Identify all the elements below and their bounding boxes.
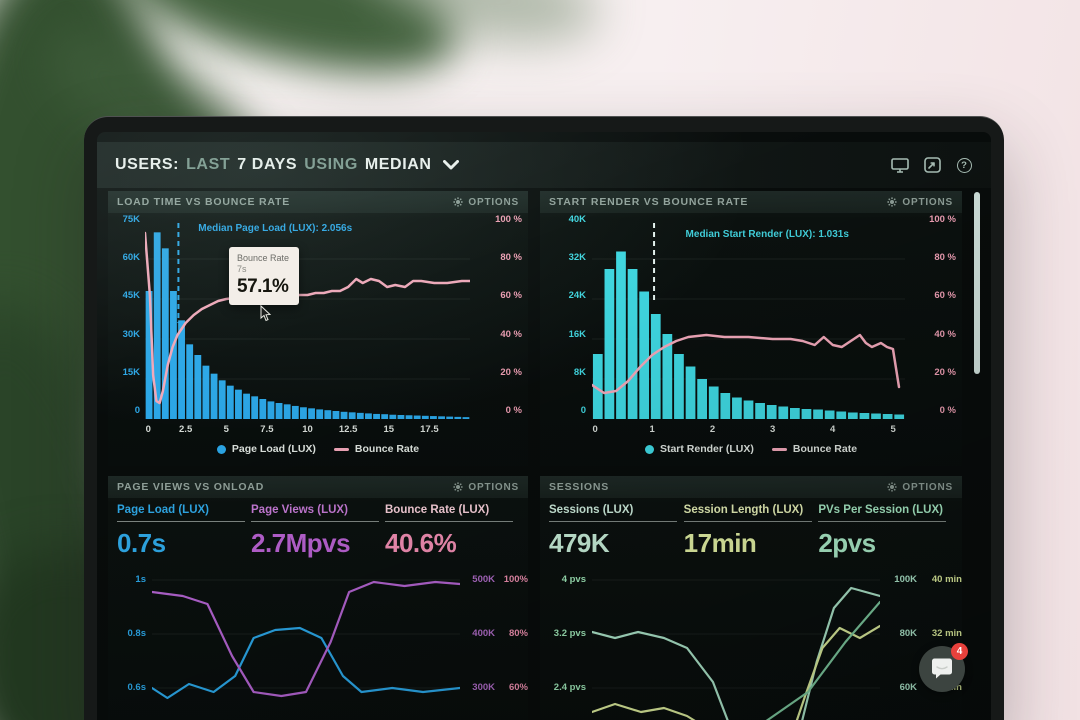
share-icon[interactable] xyxy=(923,157,941,173)
stats-row: Page Load (LUX) 0.7s Page Views (LUX) 2.… xyxy=(117,504,519,559)
options-button[interactable]: OPTIONS xyxy=(887,482,953,493)
panel-header: PAGE VIEWS VS ONLOAD OPTIONS xyxy=(108,476,528,498)
scrollbar-thumb[interactable] xyxy=(974,192,980,374)
chart-legend: Start Render (LUX) Bounce Rate xyxy=(540,443,962,455)
panel-header: LOAD TIME VS BOUNCE RATE OPTIONS xyxy=(108,191,528,213)
options-button[interactable]: OPTIONS xyxy=(453,197,519,208)
users-range-dropdown[interactable]: USERS: LAST 7 DAYS USING MEDIAN xyxy=(115,156,459,174)
sessions-chart[interactable] xyxy=(592,572,880,720)
panel-load-time-vs-bounce-rate: LOAD TIME VS BOUNCE RATE OPTIONS 75K 60K 4… xyxy=(108,191,528,466)
panel-title: START RENDER VS BOUNCE RATE xyxy=(549,196,749,208)
stats-row: Sessions (LUX) 479K Session Length (LUX)… xyxy=(549,504,953,559)
chat-bubble-icon xyxy=(932,658,952,679)
panel-title: LOAD TIME VS BOUNCE RATE xyxy=(117,196,291,208)
x-axis: 0 2.5 5 7.5 10 12.5 15 17.5 xyxy=(145,424,439,435)
header-part: MEDIAN xyxy=(364,156,432,173)
laptop: USERS: LAST 7 DAYS USING MEDIAN ? LOAD T… xyxy=(84,116,1004,720)
options-button[interactable]: OPTIONS xyxy=(887,197,953,208)
y-axis-right: 100 % 80 % 60 % 40 % 20 % 0 % xyxy=(495,214,522,416)
stat-bounce-rate: Bounce Rate (LUX) 40.6% xyxy=(385,504,519,559)
legend-dot xyxy=(644,444,654,454)
legend-line xyxy=(333,447,349,451)
stat-page-load: Page Load (LUX) 0.7s xyxy=(117,504,251,559)
start-render-chart[interactable] xyxy=(592,219,905,419)
stat-page-views: Page Views (LUX) 2.7Mpvs xyxy=(251,504,385,559)
chevron-down-icon xyxy=(442,160,459,170)
median-line-label: Median Page Load (LUX): 2.056s xyxy=(198,223,353,234)
y-axis-left: 40K 32K 24K 16K 8K 0 xyxy=(568,214,586,416)
y-axis-left: 75K 60K 45K 30K 15K 0 xyxy=(122,214,140,416)
hover-tooltip: Bounce Rate 7s 57.1% xyxy=(229,247,299,305)
panel-title: PAGE VIEWS VS ONLOAD xyxy=(117,481,265,493)
legend-dot xyxy=(216,444,226,454)
dashboard-screen: USERS: LAST 7 DAYS USING MEDIAN ? LOAD T… xyxy=(97,132,991,720)
header-part: 7 DAYS xyxy=(237,156,298,173)
help-icon[interactable]: ? xyxy=(955,157,973,173)
stat-sessions: Sessions (LUX) 479K xyxy=(549,504,684,559)
header-part: LAST xyxy=(186,156,231,173)
gear-icon xyxy=(453,482,463,492)
panel-header: SESSIONS OPTIONS xyxy=(540,476,962,498)
stat-pvs-per-session: PVs Per Session (LUX) 2pvs xyxy=(818,504,953,559)
chat-button[interactable]: 4 xyxy=(919,643,968,692)
panel-title: SESSIONS xyxy=(549,481,610,493)
header-part: USING xyxy=(304,156,358,173)
gear-icon xyxy=(887,197,897,207)
panel-sessions: SESSIONS OPTIONS Sessions (LUX) 479K Ses… xyxy=(540,476,962,720)
median-line-label: Median Start Render (LUX): 1.031s xyxy=(685,229,849,240)
mouse-cursor xyxy=(260,305,272,322)
gear-icon xyxy=(453,197,463,207)
gear-icon xyxy=(887,482,897,492)
notification-badge: 4 xyxy=(951,643,968,660)
monitor-icon[interactable] xyxy=(891,157,909,173)
panel-start-render-vs-bounce-rate: START RENDER VS BOUNCE RATE OPTIONS 40K 3… xyxy=(540,191,962,466)
dashboard-header: USERS: LAST 7 DAYS USING MEDIAN ? xyxy=(97,142,991,188)
stat-session-length: Session Length (LUX) 17min xyxy=(683,504,819,559)
page-views-onload-chart[interactable] xyxy=(152,572,460,720)
panel-page-views-vs-onload: PAGE VIEWS VS ONLOAD OPTIONS Page Load (… xyxy=(108,476,528,720)
chart-legend: Page Load (LUX) Bounce Rate xyxy=(108,443,528,455)
load-time-chart[interactable] xyxy=(145,219,470,419)
options-button[interactable]: OPTIONS xyxy=(453,482,519,493)
header-part: USERS: xyxy=(115,156,180,173)
panel-header: START RENDER VS BOUNCE RATE OPTIONS xyxy=(540,191,962,213)
y-axis-right: 100 % 80 % 60 % 40 % 20 % 0 % xyxy=(929,214,956,416)
legend-line xyxy=(771,447,787,451)
